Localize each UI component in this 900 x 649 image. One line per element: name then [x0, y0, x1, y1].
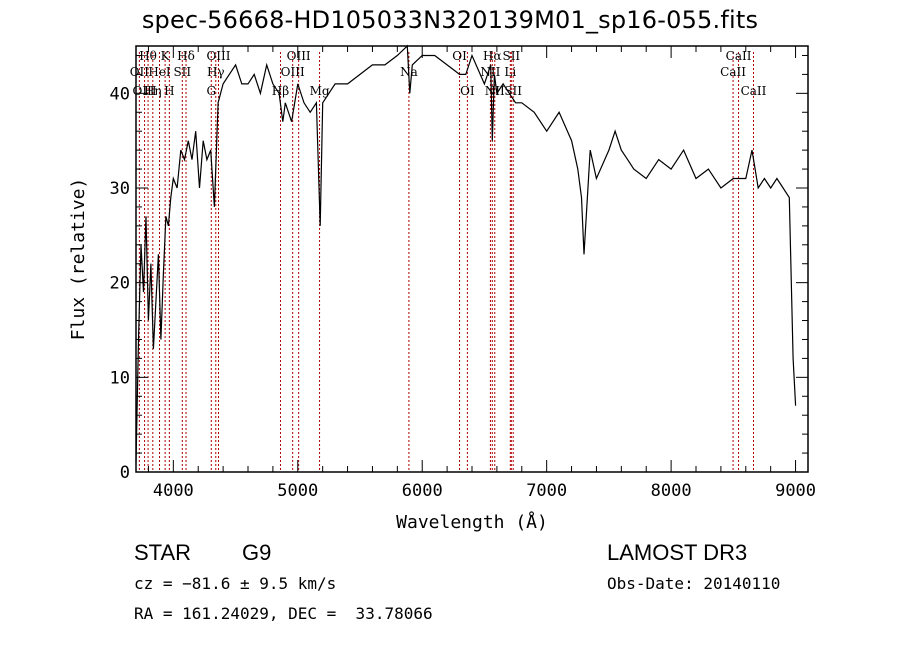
x-tick-label: 6000 [402, 481, 443, 501]
spectral-line-label: OI [452, 49, 467, 63]
spectral-line-label: Li [504, 65, 516, 79]
chart-title: spec-56668-HD105033N320139M01_sp16-055.f… [141, 6, 759, 34]
spectral-line-label: OII [130, 65, 150, 79]
x-tick-label: 9000 [775, 481, 816, 501]
spectral-line-label: HeI [148, 65, 171, 79]
spectral-line-label: SII [173, 65, 191, 79]
spectral-line-label: Mg [310, 84, 330, 98]
spectral-line-label: G [206, 84, 216, 98]
spectral-line-label: Hα [483, 49, 502, 63]
spectral-line-label: SII [502, 49, 520, 63]
x-tick-label: 4000 [153, 481, 194, 501]
spectral-line-label: Hγ [207, 65, 225, 79]
y-tick-label: 40 [110, 84, 130, 104]
y-tick-label: 30 [110, 179, 130, 199]
y-axis-label: Flux (relative) [68, 178, 89, 341]
spectral-line-label: OIII [206, 49, 230, 63]
x-tick-label: 8000 [651, 481, 692, 501]
y-tick-label: 20 [110, 274, 130, 294]
spectral-line-label: OIII [281, 65, 305, 79]
coords-text: RA = 161.24029, DEC = 33.78066 [134, 604, 433, 623]
spectral-line-label: CaII [726, 49, 752, 63]
spectral-line-label: CaII [720, 65, 746, 79]
spectral-line-label: CaII [741, 84, 767, 98]
spectral-line-label: Hδ [177, 49, 195, 63]
spectrum-series-line [135, 44, 797, 463]
spectral-line-label: Na [400, 65, 418, 79]
spectral-line-label: Hθ [139, 49, 157, 63]
spectral-line-label: Hη [144, 84, 162, 98]
obs-date-text: Obs-Date: 20140110 [607, 574, 781, 593]
x-tick-label: 7000 [526, 481, 567, 501]
spectral-line-label: OI [460, 84, 475, 98]
class-label: STAR [134, 540, 192, 565]
survey-label: LAMOST DR3 [607, 540, 748, 565]
y-tick-label: 0 [120, 463, 130, 483]
spectral-line-label: SII [504, 84, 522, 98]
cz-text: cz = −81.6 ± 9.5 km/s [134, 574, 337, 593]
spectral-line-label: NII [480, 65, 500, 79]
plot-frame [135, 45, 809, 473]
spectral-line-label: NII [485, 84, 505, 98]
y-tick-label: 10 [110, 368, 130, 388]
spectral-line-label: K [161, 49, 171, 63]
subclass-label: G9 [242, 540, 272, 565]
spectral-line-label: OIII [133, 84, 157, 98]
x-axis-label: Wavelength (Å) [396, 511, 548, 533]
spectral-line-label: Hβ [272, 84, 289, 98]
x-tick-label: 5000 [277, 481, 318, 501]
spectral-line-label: H [164, 84, 174, 98]
spectral-line-label: OIII [287, 49, 311, 63]
